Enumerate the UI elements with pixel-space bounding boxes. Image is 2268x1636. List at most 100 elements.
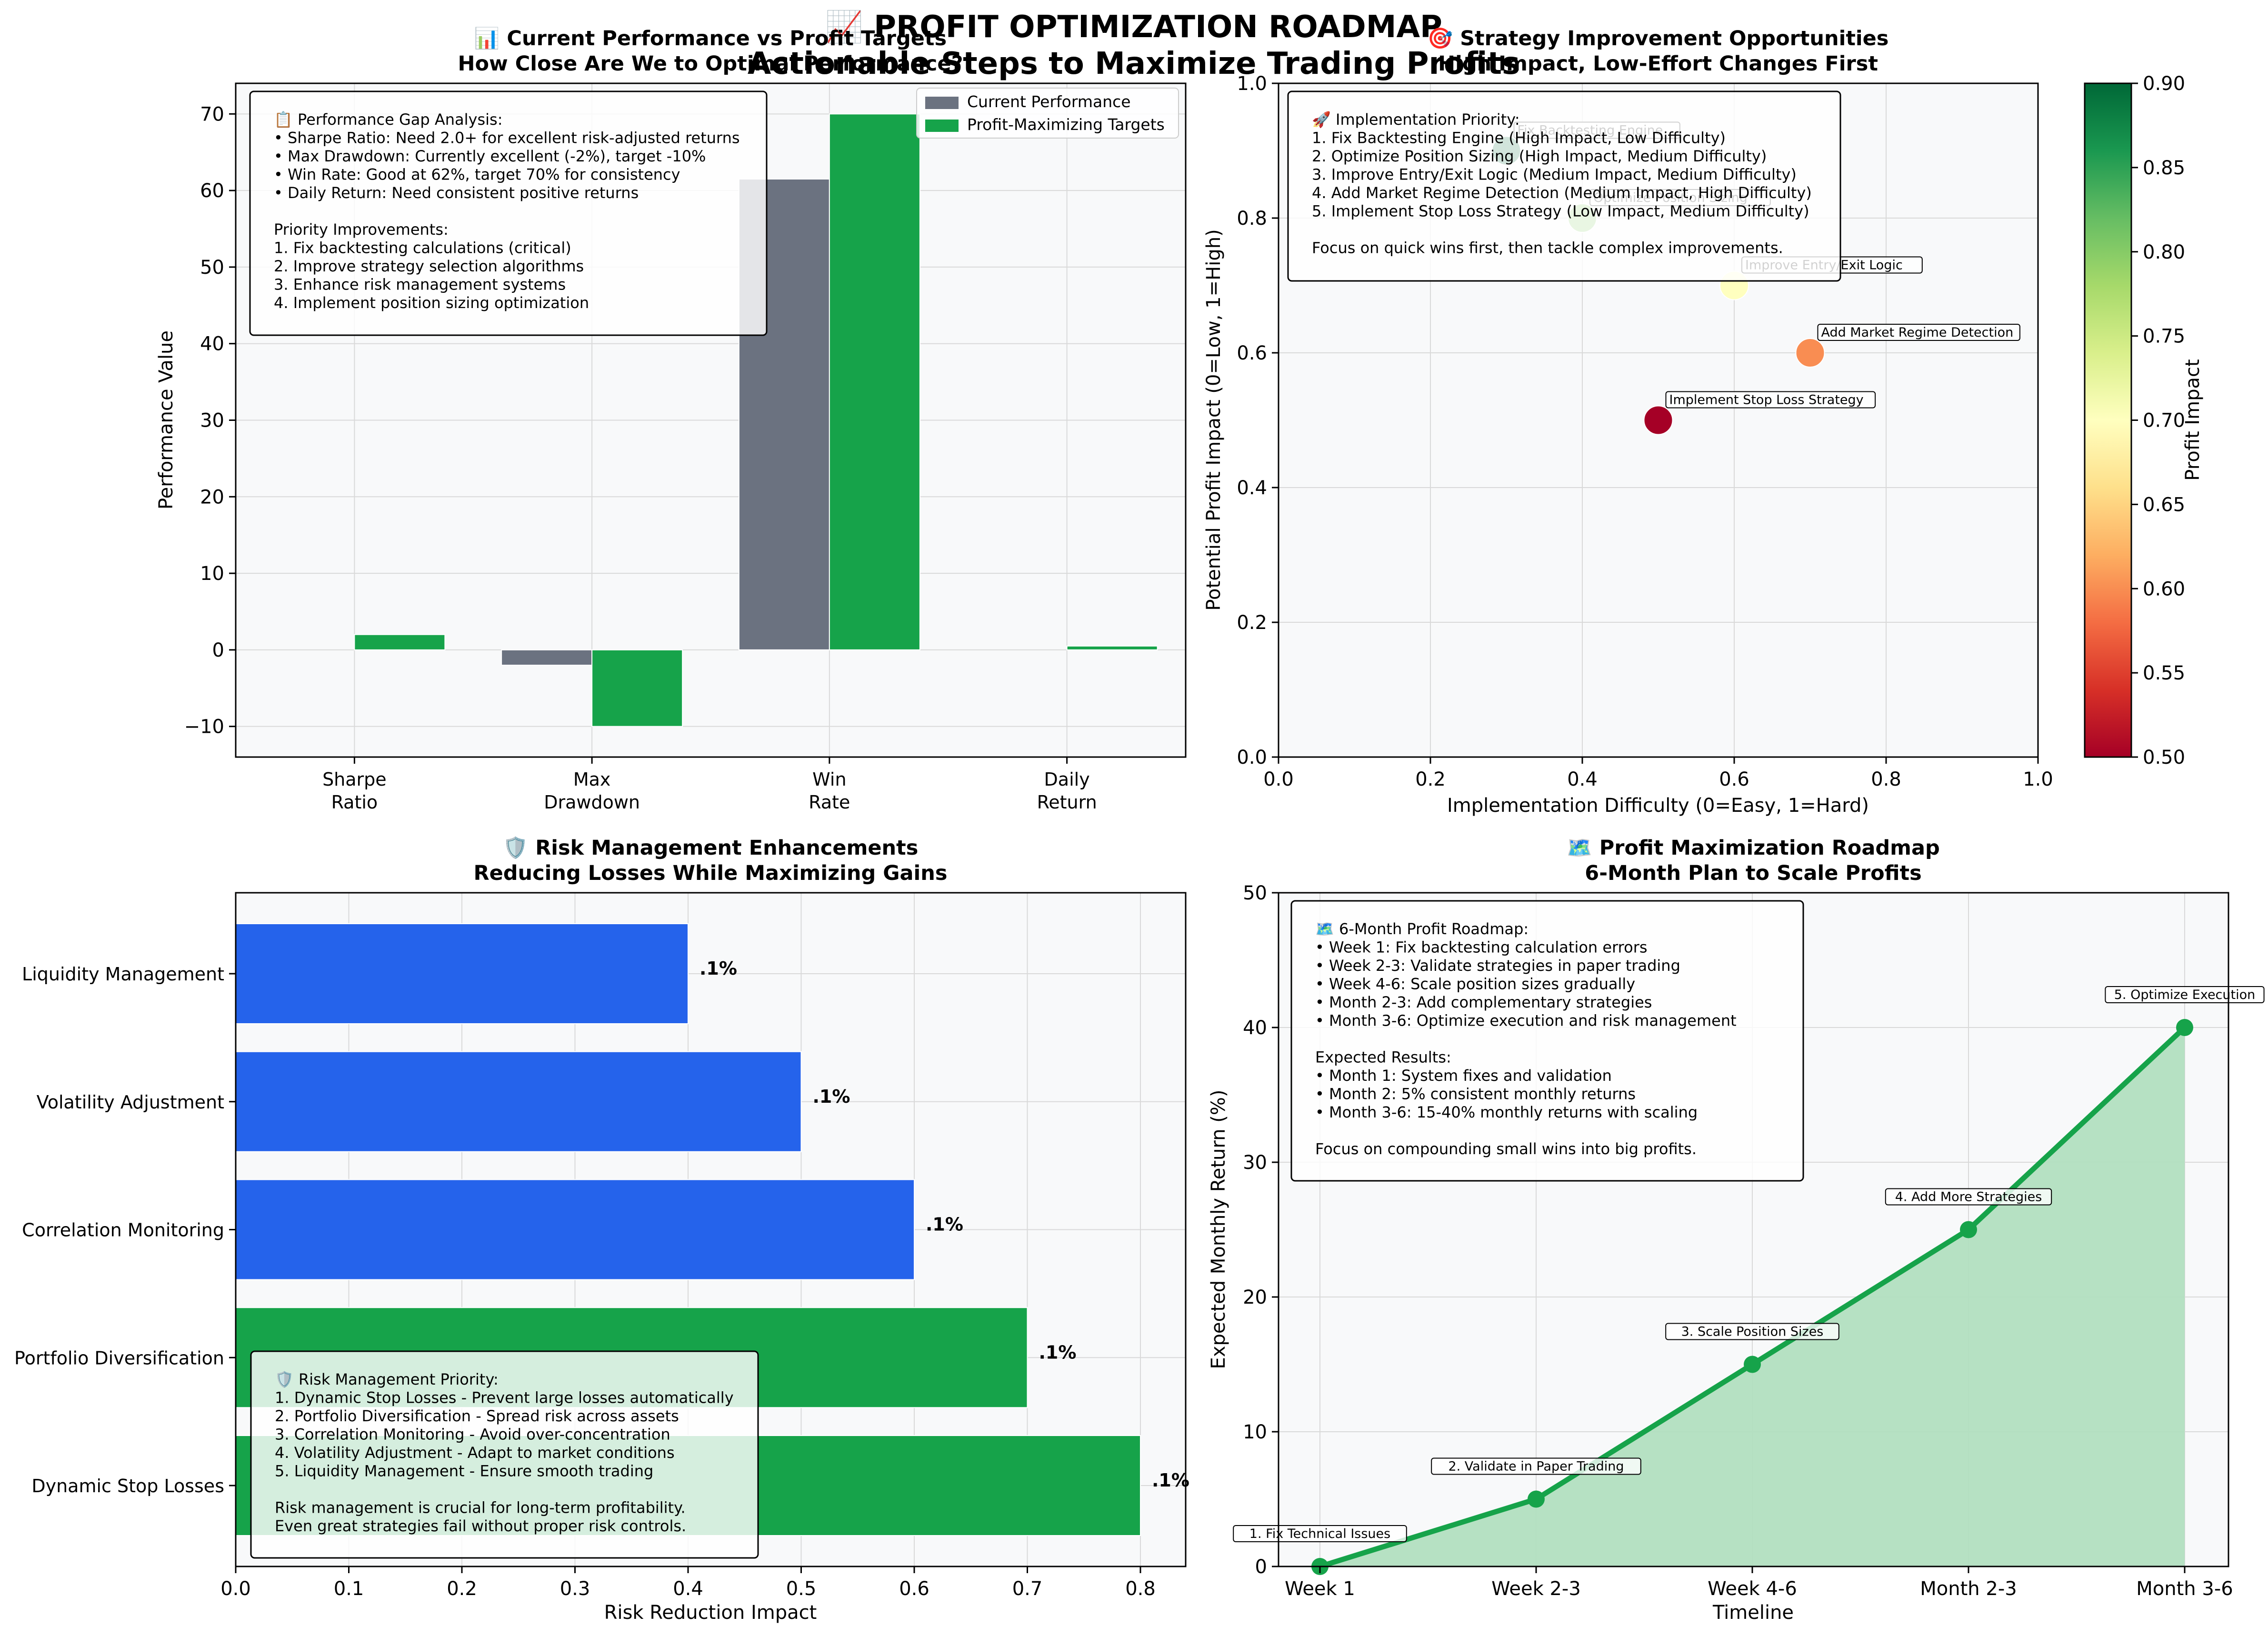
colorbar-tick-label: 0.60 [2143,578,2185,600]
opportunities-title: 🎯 Strategy Improvement Opportunities [1428,27,1889,50]
annotation-text-line: • Max Drawdown: Currently excellent (-2%… [274,147,706,165]
performance-title: 📊 Current Performance vs Profit Targets [474,27,947,50]
annotation-text-line: 🚀 Implementation Priority: [1312,110,1520,129]
y-tick-label: 40 [200,333,224,355]
annotation-text-line [275,1480,280,1498]
annotation-text-line: Expected Results: [1315,1048,1451,1067]
y-tick-label: 0 [212,639,224,661]
risk-bar [235,923,689,1024]
opportunities-x-axis-label: Implementation Difficulty (0=Easy, 1=Har… [1447,795,1869,817]
target-bar [591,649,683,727]
roadmap-point [2176,1019,2193,1036]
y-tick-label: 70 [200,103,224,125]
y-tick-label: Volatility Adjustment [37,1092,224,1113]
x-tick-label: 0.8 [1871,768,1901,790]
colorbar-tick-label: 0.80 [2143,241,2185,263]
opportunities-chart: Fix Backtesting EngineOptimize Position … [1203,27,2204,817]
annotation-box [1290,900,1804,1182]
y-tick-label: 1.0 [1237,73,1267,95]
y-tick-label: Liquidity Management [22,964,224,985]
roadmap-point-label-text: 2. Validate in Paper Trading [1448,1459,1624,1474]
y-tick-label: 0.0 [1237,747,1267,768]
risk-annotation: 🛡️ Risk Management Priority: 1. Dynamic S… [250,1350,759,1559]
opportunity-point [1643,405,1673,435]
roadmap-point-label-text: 3. Scale Position Sizes [1681,1325,1824,1339]
annotation-text-line: Even great strategies fail without prope… [275,1517,686,1535]
roadmap-x-axis-label: Timeline [1712,1602,1794,1624]
roadmap-series: 1. Fix Technical Issues 2. Validate in Pa… [1233,986,2265,1575]
annotation-text: 🚀 Implementation Priority: 1. Fix Backtes… [1312,110,1812,257]
colorbar-tick-label: 0.70 [2143,410,2185,432]
annotation-text-line: 2. Optimize Position Sizing (High Impact… [1312,147,1767,165]
annotation-box [1287,90,1841,282]
y-tick-label: 0.6 [1237,342,1267,364]
x-tick-label: Win [812,769,846,790]
annotation-text-line: Focus on compounding small wins into big… [1315,1140,1697,1158]
risk-subtitle: Reducing Losses While Maximizing Gains [474,861,948,885]
roadmap-point-label: 5. Optimize Execution [2105,986,2265,1003]
x-tick-label: 0.3 [560,1578,590,1600]
x-tick-label: 0.7 [1012,1578,1043,1600]
roadmap-point-label: 3. Scale Position Sizes [1665,1323,1839,1340]
y-tick-label: 10 [200,563,224,585]
opportunity-label: Implement Stop Loss Strategy [1665,391,1876,409]
colorbar-tick-label: 0.55 [2143,662,2185,684]
annotation-text-line: • Month 2: 5% consistent monthly returns [1315,1085,1636,1103]
roadmap-point [1744,1356,1761,1373]
roadmap-point [1960,1221,1977,1238]
y-tick-label: −10 [184,716,224,738]
opportunities-subtitle: High Impact, Low-Effort Changes First [1438,52,1878,76]
colorbar-tick-label: 0.50 [2143,747,2185,768]
annotation-text-line: 5. Implement Stop Loss Strategy (Low Imp… [1312,202,1809,220]
x-tick-label: Week 2-3 [1491,1578,1581,1600]
opportunities-ticks: 0.0 0.2 0.4 0.6 0.8 1.0 0.0 0.2 0.4 0.6 0.8 1.0 [1237,73,2053,790]
roadmap-area [1320,1027,2185,1566]
colorbar-tick-label: 0.85 [2143,157,2185,179]
y-tick-label: 30 [1243,1152,1267,1174]
colorbar-gradient [2084,82,2132,758]
annotation-text-line: • Week 4-6: Scale position sizes gradual… [1315,975,1635,993]
roadmap-point-label-text: 1. Fix Technical Issues [1249,1526,1390,1541]
roadmap-point-label-box [1665,1323,1839,1340]
roadmap-point-label-box [1233,1525,1407,1542]
roadmap-axes-frame [1278,892,2229,1567]
risk-bar-value-label: .1% [926,1214,963,1235]
annotation-text-line: • Month 2-3: Add complementary strategie… [1315,993,1652,1011]
annotation-text-line: 2. Portfolio Diversification - Spread ri… [275,1407,679,1425]
y-tick-label: 50 [1243,882,1267,904]
y-tick-label: Portfolio Diversification [14,1347,224,1368]
x-tick-label: 0.5 [786,1578,817,1600]
y-tick-label: 10 [1243,1421,1267,1443]
annotation-text-line: • Daily Return: Need consistent positive… [274,184,639,202]
target-bar [354,634,446,650]
annotation-text: 📋 Performance Gap Analysis: • Sharpe Rati… [274,110,740,312]
roadmap-ticks: 0 10 20 30 40 50 Week 1 Week 2-3 Week 4-6 Month 2… [1243,882,2233,1600]
x-tick-label: Daily [1044,769,1090,790]
annotation-text-line [1315,1122,1320,1140]
x-tick-label: 0.0 [1263,768,1294,790]
current-performance-bar [501,649,593,666]
colorbar-label: Profit Impact [2182,359,2204,480]
annotation-text-line: 5. Liquidity Management - Ensure smooth … [275,1462,653,1480]
annotation-text-line: Focus on quick wins first, then tackle c… [1312,239,1783,257]
roadmap-y-axis-label: Expected Monthly Return (%) [1208,1090,1229,1369]
x-tick-label: Drawdown [544,792,640,813]
annotation-text-line: 4. Implement position sizing optimizatio… [274,294,589,312]
annotation-text-line: 3. Enhance risk management systems [274,276,566,294]
roadmap-point [1528,1490,1545,1508]
roadmap-point-label-box [1431,1457,1641,1475]
legend-box [916,88,1179,139]
legend-label: Current Performance [967,92,1131,111]
roadmap-annotation: 🗺️ 6-Month Profit Roadmap: • Week 1: Fix … [1290,900,1804,1182]
opportunities-colorbar: 0.50 0.55 0.60 0.65 0.70 0.75 0.80 0.85 0.90 Pro… [2084,73,2204,768]
x-tick-label: Week 1 [1285,1578,1355,1600]
roadmap-title: 🗺️ Profit Maximization Roadmap [1567,836,1940,860]
annotation-text-line [1312,220,1317,239]
annotation-box [249,90,768,336]
risk-bar-value-label: .1% [1152,1470,1189,1491]
opportunity-point [1795,338,1825,368]
y-tick-label: 0.4 [1237,477,1267,499]
roadmap-point-label: 2. Validate in Paper Trading [1431,1457,1641,1475]
